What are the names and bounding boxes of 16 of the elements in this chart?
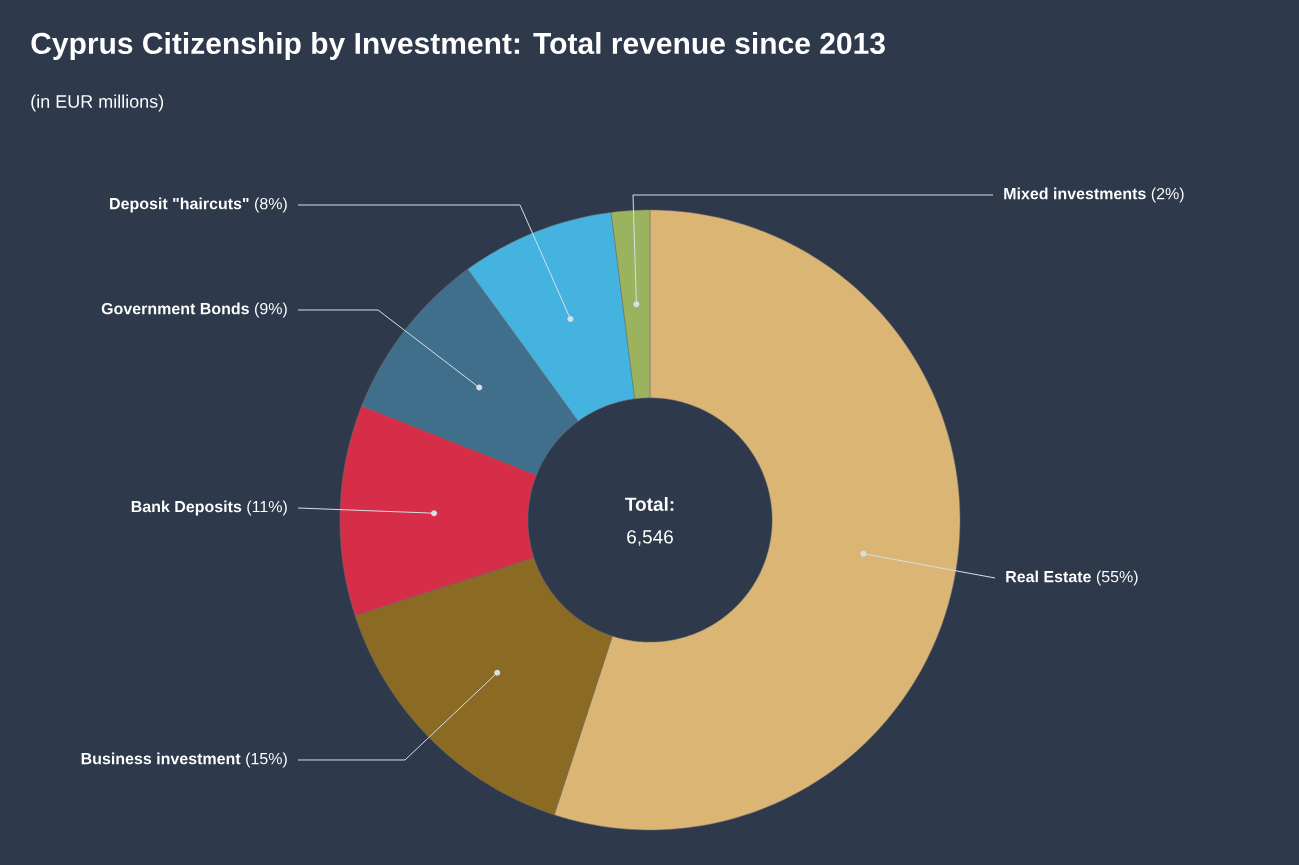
slice-label: Mixed investments (1004, 187, 1146, 200)
slice-label: Government Bonds (101, 302, 249, 315)
slice-label: Business investment (81, 752, 241, 765)
data-label: (11%) (247, 500, 287, 516)
data-label: (9%) (255, 302, 287, 318)
slice-label: Deposit "haircuts" (110, 197, 249, 213)
chart-subtitle: (in EUR millions) (31, 94, 164, 112)
chart-title: Cyprus Citizenship by Investment: Total revenue since 2013 (31, 32, 885, 60)
text: 6,546 (627, 530, 673, 546)
data-label: (8%) (255, 197, 287, 213)
data-label: (2%) (1151, 187, 1184, 203)
data-label: (15%) (246, 752, 287, 768)
slice-label: Bank Deposits (131, 500, 242, 516)
data-label: (55%) (1096, 570, 1138, 586)
slice-label: Real Estate (1006, 570, 1091, 583)
text: Total: (625, 497, 674, 511)
